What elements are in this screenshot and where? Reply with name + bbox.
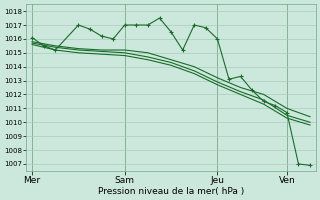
X-axis label: Pression niveau de la mer( hPa ): Pression niveau de la mer( hPa ) xyxy=(98,187,244,196)
